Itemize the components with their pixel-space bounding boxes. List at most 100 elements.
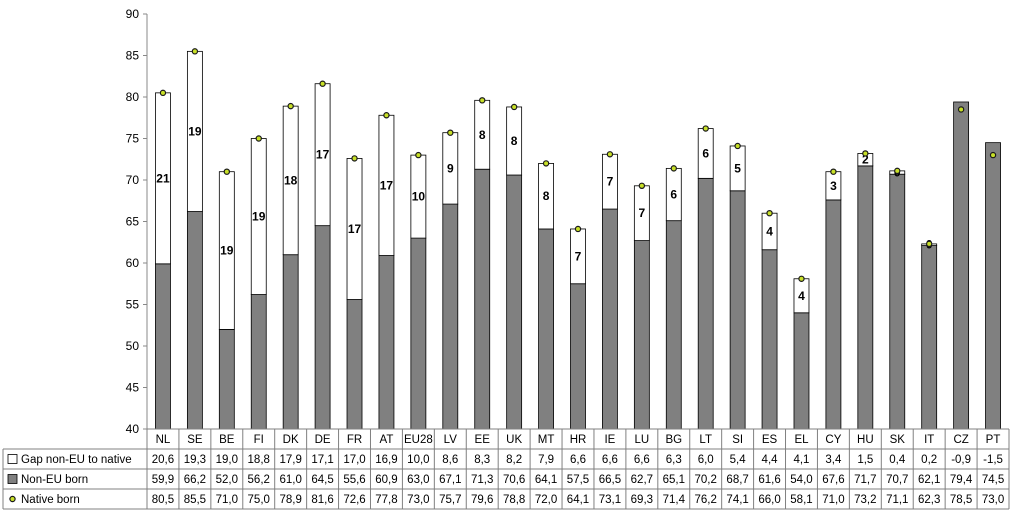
table-cell: 17,1 [311,454,333,466]
native-born-marker [287,102,294,110]
y-tick-label: 55 [126,298,140,312]
table-cell: 75,0 [248,494,270,506]
y-tick-label: 85 [126,49,140,63]
x-tick-label: EL [794,434,809,446]
legend-swatch-native [9,495,16,503]
y-tick-label: 40 [126,422,140,436]
table-cell: 5,4 [730,454,747,466]
bar-non-eu-born [729,190,746,430]
x-tick-label: FR [347,434,362,446]
native-born-marker [383,112,390,119]
table-cell: 64,1 [535,474,557,486]
table-cell: 63,0 [407,474,429,486]
bar-non-eu-born [378,255,395,430]
table-cell: 8,2 [506,454,522,466]
y-tick-label: 90 [126,7,140,21]
y-tick-label: 75 [126,132,140,146]
table-cell: 8,3 [474,454,490,466]
native-born-marker [319,80,326,87]
native-born-marker [766,209,773,217]
x-tick-label: EU28 [404,434,433,446]
gap-label: 4 [766,224,773,238]
gap-label: 19 [252,210,266,224]
table-cell: 79,4 [950,474,973,486]
table-cell: 0,4 [889,454,906,466]
x-tick-label: EE [475,434,491,446]
table-cell: 3,4 [825,454,842,466]
bar-non-eu-born [506,174,523,430]
native-born-marker [159,89,167,97]
table-cell: 64,5 [311,474,333,486]
y-tick-label: 70 [126,173,140,187]
bar-non-eu-born [314,225,331,430]
y-tick-label: 60 [126,256,140,270]
bar-non-eu-born [218,328,235,430]
table-cell: 67,6 [822,474,844,486]
table-cell: 68,7 [726,474,748,486]
x-tick-label: CY [825,434,841,446]
bar-non-eu-born [697,177,714,430]
gap-label: 4 [798,289,805,303]
table-cell: 76,2 [695,494,717,506]
native-born-marker [798,275,805,282]
table-cell: 66,0 [758,494,780,506]
table-cell: 0,2 [921,454,937,466]
table-cell: 57,5 [567,474,589,486]
table-cell: -1,5 [983,454,1003,466]
x-tick-label: SK [890,434,906,446]
bar-non-eu-born [538,228,554,430]
native-born-marker [606,151,614,158]
x-tick-label: LT [699,434,712,446]
table-cell: 52,0 [216,474,238,486]
native-born-marker [862,150,869,157]
native-born-marker [542,160,550,167]
table-cell: 7,9 [538,454,554,466]
table-cell: -0,9 [951,454,971,466]
table-cell: 4,4 [762,454,779,466]
x-tick-label: NL [156,434,171,446]
bars [155,50,1001,430]
y-tick-label: 80 [126,90,140,104]
table-cell: 6,6 [602,454,618,466]
x-tick-label: SE [187,434,203,446]
table-cell: 75,7 [439,494,461,506]
x-tick-label: LU [635,434,650,446]
x-tick-label: FI [254,434,264,446]
table-cell: 1,5 [857,454,873,466]
y-tick-label: 45 [126,381,140,395]
native-born-marker [638,182,646,190]
table-cell: 80,5 [152,494,174,506]
table-cell: 60,9 [375,474,397,486]
table-cell: 18,8 [248,454,270,466]
legend-swatch-non-eu [7,474,18,484]
gap-label: 7 [575,249,582,263]
table-cell: 59,9 [152,474,174,486]
bar-non-eu-born [921,245,938,430]
bar-non-eu-born [442,203,459,430]
table-cell: 78,5 [950,494,972,506]
gap-label: 17 [348,222,362,236]
x-tick-label: BE [219,434,235,446]
x-tick-label: PT [986,434,1001,446]
bar-non-eu-born [793,312,810,430]
bar-non-eu-born [857,165,874,430]
gap-label: 17 [316,148,330,162]
native-born-marker [734,142,741,150]
table-cell: 70,7 [886,474,908,486]
bar-non-eu-born [665,220,682,430]
x-tick-label: AT [380,434,394,446]
native-born-marker [574,225,582,233]
x-tick-label: MT [538,434,555,446]
legend-label: Non-EU born [21,474,88,486]
table-cell: 62,3 [918,494,940,506]
gap-label: 6 [670,188,677,202]
x-tick-label: HU [857,434,874,446]
native-born-marker [191,48,199,55]
bar-non-eu-born [282,254,299,430]
y-tick-label: 50 [126,339,140,353]
gap-label: 21 [156,171,170,185]
gap-label: 5 [734,161,741,175]
axes: 40 45 50 55 60 65 70 75 80 85 90 [126,7,148,436]
table-cell: 73,2 [854,494,876,506]
